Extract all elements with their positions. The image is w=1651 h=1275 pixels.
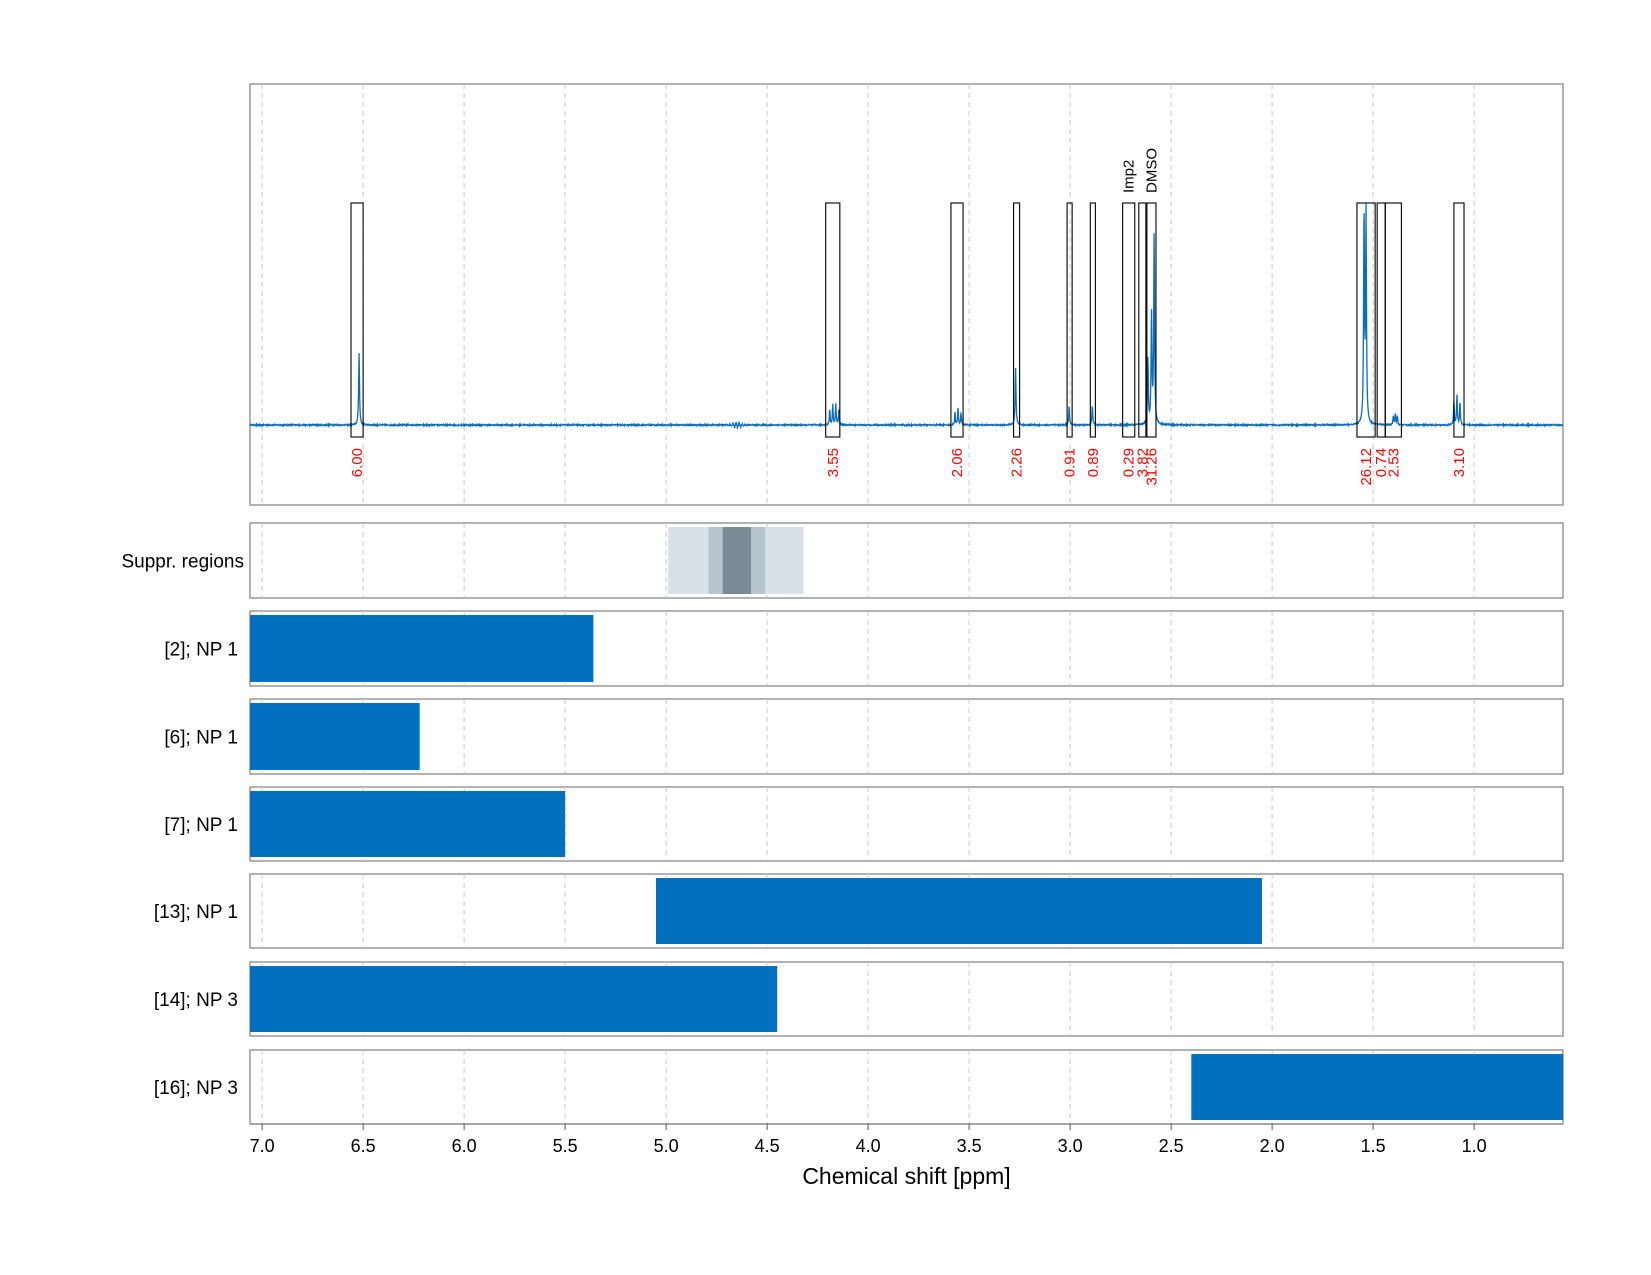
bar-row-label: [7]; NP 1 (164, 815, 238, 836)
integration-region (350, 202, 364, 438)
range-bar (250, 615, 594, 682)
integral-value-label: 26.12 (1358, 448, 1375, 486)
x-tick-label: 2.5 (1159, 1136, 1184, 1156)
bar-row: [14]; NP 3 (154, 961, 1564, 1037)
range-bar (250, 703, 420, 770)
integration-region (1453, 202, 1465, 438)
bar-row: [13]; NP 1 (154, 873, 1564, 949)
integral-value-label: 6.00 (349, 448, 366, 477)
bar-row-label: [13]; NP 1 (154, 902, 238, 923)
integration-region (825, 202, 841, 438)
integration-region (1138, 202, 1147, 438)
integration-region (1146, 202, 1157, 438)
x-tick-label: 2.0 (1260, 1136, 1285, 1156)
x-tick-label: 6.5 (351, 1136, 376, 1156)
x-tick-label: 5.0 (654, 1136, 679, 1156)
integration-region (1066, 202, 1073, 438)
integral-value-label: 0.74 (1373, 448, 1390, 477)
integral-value-label: 3.55 (825, 448, 842, 477)
suppr-regions-label: Suppr. regions (121, 552, 244, 573)
bar-row: [16]; NP 3 (154, 1049, 1564, 1125)
spectrum-line (249, 203, 1564, 431)
integral-value-label: 2.26 (1009, 448, 1026, 477)
integral-value-label: 3.10 (1451, 448, 1468, 477)
x-tick-label: 1.0 (1462, 1136, 1487, 1156)
range-bar (656, 878, 1263, 944)
integral-value-label: 0.91 (1062, 448, 1079, 477)
x-axis: 7.0 6.5 6.0 5.5 5.0 4.5 4.0 3.5 3.0 2.5 2.0 1.5 1.0 (250, 1123, 1563, 1156)
integral-value-label: 2.06 (949, 448, 966, 477)
x-tick-label: 6.0 (452, 1136, 477, 1156)
integral-value-label: 0.89 (1085, 448, 1102, 477)
bar-row-label: [14]; NP 3 (154, 990, 238, 1011)
range-bar (250, 791, 566, 857)
integration-region (1089, 202, 1096, 438)
bar-row-frame (249, 698, 1564, 775)
integral-value-label: 3.82 (1134, 448, 1151, 477)
x-tick-label: 3.5 (957, 1136, 982, 1156)
x-tick-label: 3.0 (1058, 1136, 1083, 1156)
range-bar (250, 966, 778, 1032)
range-bar (1191, 1054, 1563, 1120)
peak-name-label: DMSO (1143, 148, 1160, 193)
bar-row-label: [16]; NP 3 (154, 1078, 238, 1099)
bar-panels: [2]; NP 1 [6]; NP 1 [7]; NP 1 [13]; NP 1 [14… (154, 610, 1564, 1125)
integration-region (1013, 202, 1021, 438)
integration-region (950, 202, 964, 438)
integration-region (1384, 202, 1402, 438)
suppression-regions-panel: Suppr. regions (121, 522, 1564, 599)
x-tick-label: 4.0 (856, 1136, 881, 1156)
spectrum-panel: 6.00 3.55 2.06 2.26 0.91 0.89 0.29 Imp2 3.8231.2… (249, 83, 1564, 506)
x-tick-label: 4.5 (755, 1136, 780, 1156)
bar-row: [6]; NP 1 (164, 698, 1564, 775)
bar-row-label: [6]; NP 1 (164, 728, 238, 749)
suppression-band (722, 527, 751, 594)
peak-name-label: Imp2 (1121, 160, 1138, 193)
integral-value-label: 31.26 (1143, 448, 1160, 486)
x-tick-label: 7.0 (250, 1136, 275, 1156)
spectrum-frame (249, 83, 1564, 506)
integration-region (1122, 202, 1136, 438)
suppr-frame (249, 522, 1564, 599)
bar-row: [7]; NP 1 (164, 786, 1564, 862)
bar-row: [2]; NP 1 (164, 610, 1564, 687)
bar-row-label: [2]; NP 1 (164, 640, 238, 661)
x-tick-label: 1.5 (1361, 1136, 1386, 1156)
integration-region (1356, 202, 1376, 438)
integral-value-label: 2.53 (1385, 448, 1402, 477)
integral-value-label: 0.29 (1121, 448, 1138, 477)
x-axis-title: Chemical shift [ppm] (802, 1163, 1010, 1189)
x-tick-label: 5.5 (553, 1136, 578, 1156)
